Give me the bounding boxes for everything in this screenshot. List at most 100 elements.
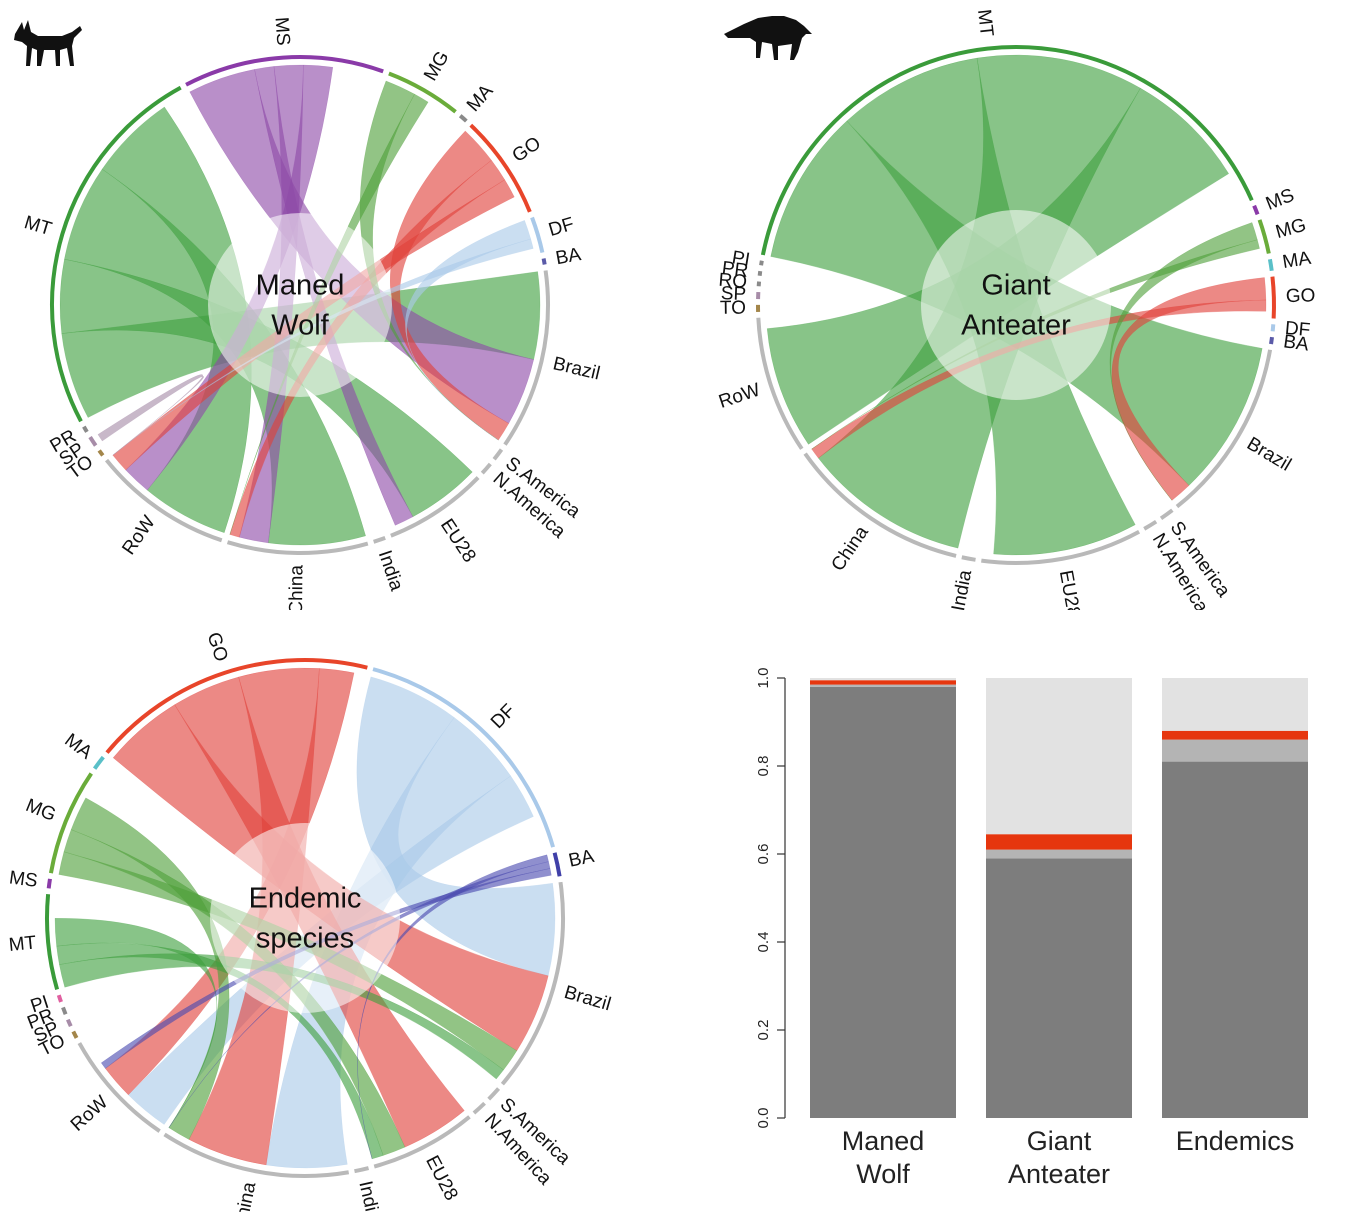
y-tick-label: 0.4 [755,932,772,953]
chord-links [59,64,541,546]
sector-label-go: GO [1286,285,1316,307]
sector-arc-s-america [1159,508,1174,521]
sector-label-pi: PI [730,247,751,271]
sector-arc-mt [50,85,182,423]
sector-arc-to [97,449,105,457]
chord-giant-anteater: BrazilS.AmericaN.AmericaEU28IndiaChinaRo… [716,8,1316,610]
sector-arc-s-america [487,1087,501,1101]
sector-label-df: DF [546,214,576,241]
center-label-line: Anteater [961,310,1071,342]
sector-arc-ma [458,114,468,123]
center-label-line: Wolf [271,310,329,342]
sector-arc-india [354,1166,370,1174]
sector-arc-df [530,216,545,253]
giant-anteater-silhouette-icon [724,16,812,60]
chord-group: BrazilS.AmericaN.AmericaEU28IndiaChinaRo… [8,630,613,1212]
sector-label-row: RoW [716,380,763,413]
sector-arc-s-america [492,448,504,461]
y-tick-label: 0.8 [755,756,772,777]
sector-arc-eu28 [373,1115,471,1169]
y-tick-label: 0.0 [755,1108,772,1129]
sector-arc-pr [61,1006,68,1015]
sector-arc-row [77,1042,161,1133]
chord-link-mt-china [54,917,218,1128]
sector-label-go: GO [203,630,232,665]
sector-label-ms: MS [271,16,294,46]
bar-segment-endemics-1 [1162,739,1308,762]
bar-segment-endemics-0 [1162,761,1308,1118]
sector-label-brazil: Brazil [551,353,602,384]
bar-segment-giant-anteater-2 [986,834,1132,850]
sector-label-pi: PI [28,992,52,1018]
sector-arc-ba [552,852,562,877]
bar-segment-giant-anteater-0 [986,858,1132,1118]
sector-label-sp: SP [720,283,746,305]
sector-label-ba: BA [1282,331,1310,355]
sector-label-df: DF [487,700,520,733]
sector-arc-pr [82,425,89,433]
sector-label-china: China [828,522,873,575]
sector-arc-china [803,452,957,558]
y-tick-label: 1.0 [755,668,772,689]
bar-segment-giant-anteater-1 [986,849,1132,859]
sector-arc-ms [46,878,52,889]
chord-group: BrazilS.AmericaN.AmericaEU28IndiaChinaRo… [716,8,1316,610]
sector-label-df: DF [1284,318,1311,341]
sector-label-brazil: Brazil [562,982,613,1015]
center-highlight [921,210,1111,400]
sector-arc-mg [1257,219,1271,254]
sector-label-row: RoW [118,512,159,559]
sector-arc-row [756,317,804,450]
bar-segment-endemics-2 [1162,730,1308,740]
sector-label-india: India [948,568,976,610]
sector-arc-ms [185,55,384,87]
sector-arc-row [104,458,223,543]
sector-arc-sp [88,436,98,447]
center-highlight [208,213,392,397]
sector-arc-go [105,658,368,754]
y-tick-label: 0.6 [755,844,772,865]
chord-group: BrazilS.AmericaN.AmericaEU28IndiaChinaRo… [22,16,602,610]
bar-segment-maned-wolf-3 [810,678,956,681]
sector-arc-mt [760,45,1254,256]
x-category-label: Wolf [856,1159,910,1189]
sector-label-ms: MS [1263,185,1297,215]
x-category-label: Endemics [1176,1126,1295,1156]
sector-label-ma: MA [1281,248,1313,273]
center-label-line: Endemic [249,883,362,915]
sector-label-ba: BA [567,846,596,872]
sector-arc-brazil [503,270,550,446]
sector-arc-n-america [472,1101,486,1115]
sector-arc-n-america [1143,519,1158,531]
sector-label-mg: MG [420,48,453,85]
x-category-label: Anteater [1008,1159,1110,1189]
center-highlight [210,823,400,1013]
chord-link-sp-row [97,374,205,456]
chord-maned-wolf: BrazilS.AmericaN.AmericaEU28IndiaChinaRo… [22,16,602,610]
sector-label-mt: MT [8,932,38,956]
sector-label-ma: MA [463,80,498,116]
bar-segment-maned-wolf-0 [810,686,956,1118]
sector-label-pr: PR [721,258,750,282]
sector-arc-sp [66,1018,73,1028]
sector-arc-go [1270,276,1276,319]
sector-label-ro: RO [718,270,748,293]
center-label-line: species [256,923,354,955]
sector-label-ms: MS [8,867,39,892]
sector-label-india: India [374,548,407,594]
sector-arc-pi [759,260,764,266]
sector-arc-india [961,555,976,562]
sector-arc-mg [388,71,457,114]
center-label-line: Maned [256,270,345,302]
sector-arc-go [469,123,532,213]
bar-segment-maned-wolf-2 [810,680,956,685]
sector-label-china: China [286,564,307,610]
sector-arc-n-america [480,462,492,475]
center-label-line: Giant [981,270,1050,302]
sector-arc-pi [56,994,63,1003]
sector-arc-china [226,540,369,555]
sector-arc-eu28 [981,529,1141,565]
sector-label-row: RoW [67,1092,112,1136]
